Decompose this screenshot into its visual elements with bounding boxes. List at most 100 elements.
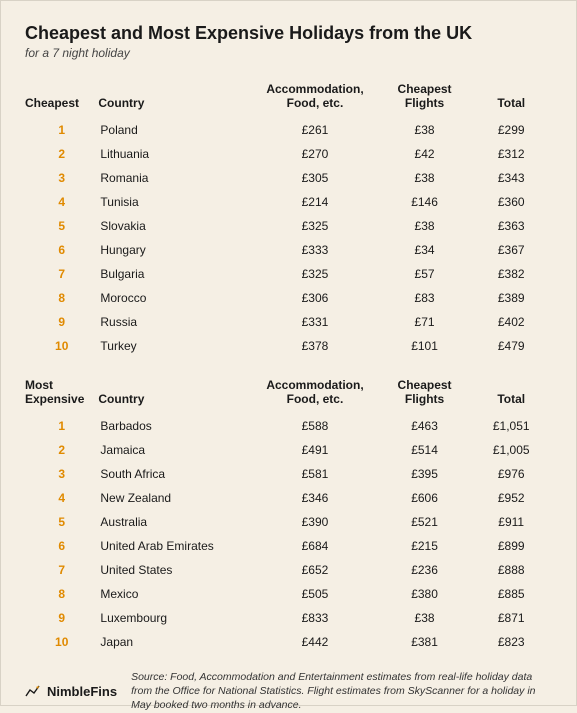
table-row: 5Australia£390£521£911 [25, 510, 552, 534]
cell-country: New Zealand [98, 486, 251, 510]
cell-country: Jamaica [98, 438, 251, 462]
cell-country: Barbados [98, 414, 251, 438]
table-header-row: Cheapest Country Accommodation, Food, et… [25, 78, 552, 118]
cell-country: Russia [98, 310, 251, 334]
cell-rank: 1 [25, 414, 98, 438]
cell-rank: 3 [25, 166, 98, 190]
cell-total: £299 [470, 118, 552, 142]
cell-total: £976 [470, 462, 552, 486]
cell-total: £911 [470, 510, 552, 534]
cell-accom: £581 [251, 462, 378, 486]
cell-flights: £38 [379, 606, 471, 630]
cell-flights: £38 [379, 214, 471, 238]
cell-total: £479 [470, 334, 552, 358]
cell-rank: 4 [25, 190, 98, 214]
cell-accom: £833 [251, 606, 378, 630]
cell-flights: £215 [379, 534, 471, 558]
cell-country: Luxembourg [98, 606, 251, 630]
cell-flights: £606 [379, 486, 471, 510]
cell-rank: 8 [25, 286, 98, 310]
cell-total: £888 [470, 558, 552, 582]
cell-country: Romania [98, 166, 251, 190]
cell-rank: 4 [25, 486, 98, 510]
cell-accom: £270 [251, 142, 378, 166]
cell-accom: £331 [251, 310, 378, 334]
table-row: 1Poland£261£38£299 [25, 118, 552, 142]
cell-accom: £325 [251, 262, 378, 286]
cell-country: Poland [98, 118, 251, 142]
cell-total: £402 [470, 310, 552, 334]
cell-accom: £346 [251, 486, 378, 510]
header-country: Country [98, 374, 251, 414]
table-row: 4New Zealand£346£606£952 [25, 486, 552, 510]
cell-rank: 2 [25, 142, 98, 166]
cell-total: £343 [470, 166, 552, 190]
cell-flights: £236 [379, 558, 471, 582]
cell-country: Lithuania [98, 142, 251, 166]
cell-country: Hungary [98, 238, 251, 262]
logo-text: NimbleFins [47, 684, 117, 699]
cell-rank: 2 [25, 438, 98, 462]
cell-rank: 6 [25, 238, 98, 262]
cell-rank: 6 [25, 534, 98, 558]
cell-accom: £684 [251, 534, 378, 558]
table-row: 8Morocco£306£83£389 [25, 286, 552, 310]
table-row: 7United States£652£236£888 [25, 558, 552, 582]
header-accom: Accommodation, Food, etc. [251, 78, 378, 118]
cell-accom: £325 [251, 214, 378, 238]
cell-flights: £146 [379, 190, 471, 214]
cell-accom: £652 [251, 558, 378, 582]
table-header-row: Most Expensive Country Accommodation, Fo… [25, 374, 552, 414]
cell-rank: 1 [25, 118, 98, 142]
cell-total: £952 [470, 486, 552, 510]
cell-country: Tunisia [98, 190, 251, 214]
cell-flights: £83 [379, 286, 471, 310]
expensive-table: Most Expensive Country Accommodation, Fo… [25, 374, 552, 654]
cell-flights: £381 [379, 630, 471, 654]
cell-accom: £306 [251, 286, 378, 310]
cell-accom: £390 [251, 510, 378, 534]
cell-country: United States [98, 558, 251, 582]
cell-country: Bulgaria [98, 262, 251, 286]
cell-flights: £101 [379, 334, 471, 358]
cell-country: United Arab Emirates [98, 534, 251, 558]
cell-flights: £42 [379, 142, 471, 166]
cell-rank: 7 [25, 558, 98, 582]
cell-flights: £71 [379, 310, 471, 334]
cell-total: £312 [470, 142, 552, 166]
table-row: 3Romania£305£38£343 [25, 166, 552, 190]
table-row: 2Jamaica£491£514£1,005 [25, 438, 552, 462]
table-row: 1Barbados£588£463£1,051 [25, 414, 552, 438]
cell-accom: £333 [251, 238, 378, 262]
cell-country: Mexico [98, 582, 251, 606]
header-total: Total [470, 78, 552, 118]
cell-flights: £57 [379, 262, 471, 286]
header-flights: Cheapest Flights [379, 78, 471, 118]
cell-total: £823 [470, 630, 552, 654]
page-title: Cheapest and Most Expensive Holidays fro… [25, 23, 552, 44]
header-rank: Cheapest [25, 78, 98, 118]
table-row: 4Tunisia£214£146£360 [25, 190, 552, 214]
cell-rank: 5 [25, 214, 98, 238]
footer: NimbleFins Source: Food, Accommodation a… [25, 670, 552, 713]
cell-flights: £395 [379, 462, 471, 486]
cell-flights: £34 [379, 238, 471, 262]
cell-flights: £38 [379, 118, 471, 142]
cell-country: Japan [98, 630, 251, 654]
header-accom: Accommodation, Food, etc. [251, 374, 378, 414]
cell-rank: 5 [25, 510, 98, 534]
cell-total: £871 [470, 606, 552, 630]
logo: NimbleFins [25, 684, 117, 699]
table-row: 10Turkey£378£101£479 [25, 334, 552, 358]
table-row: 2Lithuania£270£42£312 [25, 142, 552, 166]
cell-accom: £442 [251, 630, 378, 654]
cell-accom: £214 [251, 190, 378, 214]
cell-country: South Africa [98, 462, 251, 486]
cell-rank: 3 [25, 462, 98, 486]
cell-accom: £491 [251, 438, 378, 462]
cell-total: £1,005 [470, 438, 552, 462]
cell-rank: 10 [25, 334, 98, 358]
cell-rank: 8 [25, 582, 98, 606]
cell-country: Morocco [98, 286, 251, 310]
table-row: 10Japan£442£381£823 [25, 630, 552, 654]
